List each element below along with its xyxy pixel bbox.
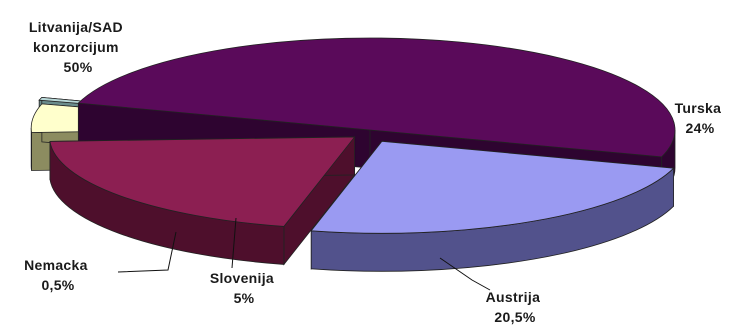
label-litvanija: Litvanija/SAD konzorcijum 50%	[29, 19, 127, 75]
leader-line-nemacka	[117, 231, 177, 273]
label-slovenija: Slovenija 5%	[210, 270, 278, 306]
label-austrija-line1: Austrija	[486, 289, 541, 305]
label-turska-line1: Turska	[675, 100, 722, 116]
leader-lines	[117, 217, 491, 291]
label-litvanija-line1: Litvanija/SAD	[29, 19, 123, 35]
label-slovenija-line1: Slovenija	[210, 270, 274, 286]
leader-line-slovenija	[231, 217, 237, 269]
slice-litvanija-top	[77, 37, 676, 158]
slice-turska-top	[310, 140, 675, 234]
slice-turska	[310, 140, 675, 272]
label-turska: Turska 24%	[675, 100, 726, 136]
label-turska-value: 24%	[686, 120, 715, 136]
label-nemacka: Nemacka 0,5%	[24, 257, 92, 293]
label-nemacka-value: 0,5%	[41, 277, 74, 293]
slice-austrija-top	[49, 136, 356, 227]
label-austrija: Austrija 20,5%	[486, 289, 545, 325]
slice-austrija	[49, 135, 356, 266]
label-litvanija-line2: konzorcijum	[33, 39, 119, 55]
label-slovenija-value: 5%	[234, 290, 255, 306]
slice-labels: Litvanija/SAD konzorcijum 50% Turska 24%…	[24, 19, 726, 325]
label-litvanija-value: 50%	[64, 59, 93, 75]
label-nemacka-line1: Nemacka	[24, 257, 88, 273]
pie-slices	[30, 37, 676, 272]
leader-line-austrija	[439, 257, 491, 291]
label-austrija-value: 20,5%	[494, 309, 535, 325]
